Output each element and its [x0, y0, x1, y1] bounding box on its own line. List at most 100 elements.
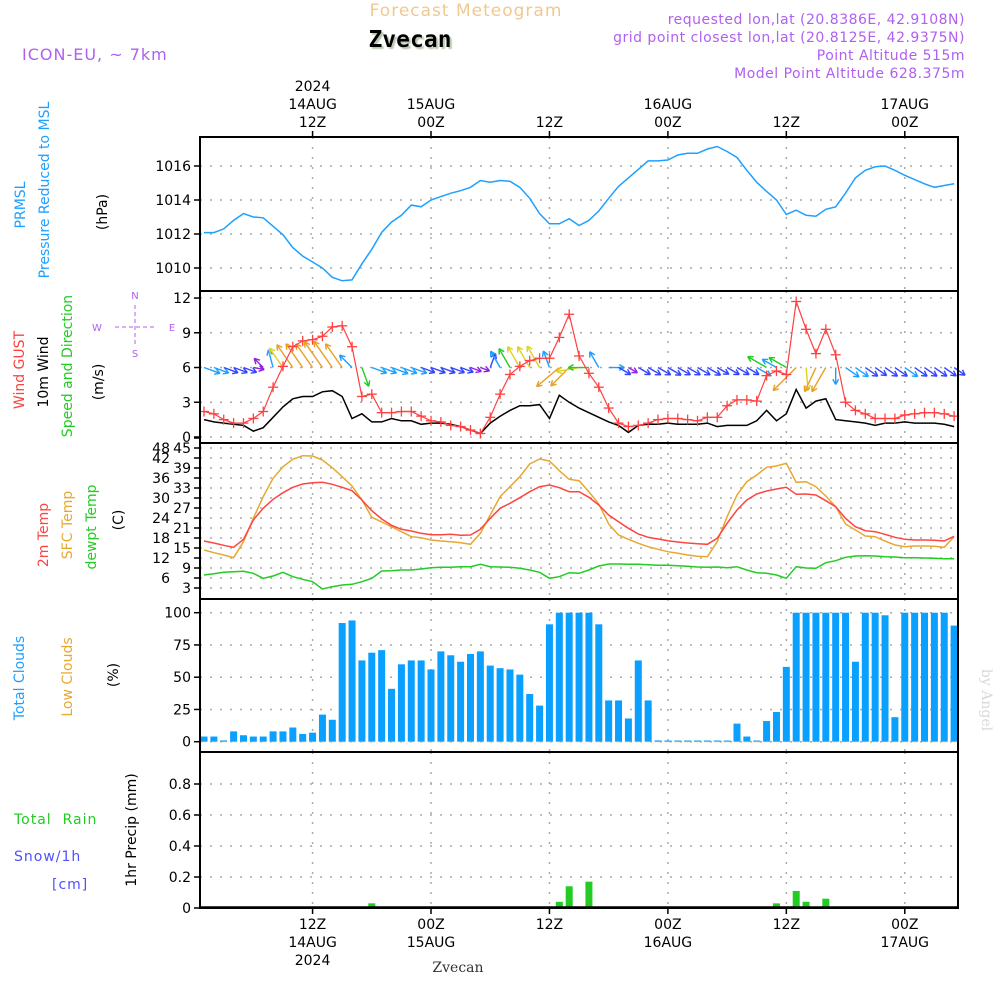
- dewpt-label: dewpt Temp: [84, 484, 100, 569]
- total-cloud-bar: [427, 669, 435, 742]
- wind-arrow-shaft: [845, 366, 860, 378]
- gust-marker: [801, 324, 812, 335]
- wind-arrow-shaft: [768, 356, 787, 369]
- total-cloud-bar: [644, 700, 652, 742]
- total-cloud-bar: [526, 693, 534, 742]
- wind-arrow-head: [556, 370, 563, 375]
- low-cloud-bar: [220, 741, 227, 743]
- wind-arrow-head: [392, 367, 398, 374]
- total-cloud-bar: [615, 700, 623, 742]
- cm-label: [cm]: [52, 877, 88, 893]
- wind-arrow: [411, 366, 428, 375]
- wind-arrow-head: [224, 367, 230, 374]
- wind-arrow-head: [891, 374, 898, 377]
- wind-arrow: [526, 345, 541, 368]
- low-cloud-bar: [595, 741, 602, 743]
- gust-marker: [712, 412, 723, 423]
- total-cloud-bar: [506, 669, 514, 742]
- total-cloud-bar: [417, 660, 425, 742]
- rain-bar: [772, 903, 780, 908]
- percent-label: (%): [106, 663, 122, 687]
- total-cloud-bar: [763, 721, 771, 742]
- wind-arrow: [657, 366, 672, 376]
- total-cloud-bar: [210, 736, 218, 742]
- wind-arrow-head: [914, 370, 919, 377]
- total-cloud-bar: [901, 612, 909, 742]
- low-cloud-bar: [783, 741, 790, 743]
- total-cloud-bar: [624, 718, 632, 742]
- gust-marker: [899, 409, 910, 420]
- wind-arrow: [904, 366, 919, 378]
- wind-arrow: [213, 366, 230, 375]
- wind-arrow-head: [952, 370, 957, 377]
- time-label-top: 00Z: [417, 115, 444, 131]
- total-cloud-bar: [930, 612, 938, 742]
- rain-bar: [792, 890, 800, 908]
- wind-arrow: [541, 350, 551, 368]
- wind-arrow-head: [285, 343, 292, 348]
- wind-arrow-shaft: [460, 366, 474, 373]
- wind-arrow: [864, 366, 879, 377]
- wind-arrow-head: [745, 369, 750, 375]
- total-cloud-bar: [832, 612, 840, 742]
- wind-arrow-head: [222, 372, 229, 375]
- wind-arrow-shaft: [517, 346, 531, 368]
- wind-arrow-shaft: [628, 366, 638, 374]
- temperature-tick-label: 9: [182, 561, 191, 577]
- wind-arrow-head: [468, 367, 474, 373]
- time-label-bottom: 2024: [295, 953, 331, 969]
- temperature-tick-label: 30: [152, 491, 170, 507]
- wind-arrow: [243, 366, 258, 374]
- wind-arrow-head: [716, 369, 722, 376]
- wind-arrow-head: [285, 343, 288, 350]
- wind-arrow-head: [403, 368, 409, 375]
- wind-arrow: [401, 366, 418, 375]
- wind-arrow: [855, 366, 869, 378]
- low-clouds-label: Low Clouds: [60, 637, 76, 716]
- low-cloud-bar: [299, 741, 306, 743]
- pressure-tick-label: 1016: [155, 159, 191, 175]
- gust-marker: [258, 406, 269, 417]
- wind-tick-label: 0: [182, 430, 191, 446]
- wind-arrow-shaft: [697, 366, 711, 376]
- wind-arrow-head: [959, 373, 966, 376]
- total-cloud-bar: [743, 736, 751, 742]
- wind-arrow-head: [412, 368, 418, 374]
- wind-arrow-head: [258, 368, 265, 373]
- low-cloud-bar: [911, 741, 918, 743]
- low-cloud-bar: [270, 741, 277, 743]
- wind-arrow-shaft: [874, 366, 888, 377]
- rain-bar: [802, 901, 810, 908]
- grid-point-coords: grid point closest lon,lat (20.8125E, 42…: [613, 30, 965, 46]
- wind-arrow-head: [666, 369, 672, 376]
- gust-marker: [820, 324, 831, 335]
- total-cloud-bar: [269, 731, 277, 742]
- wind-arrow-head: [550, 379, 554, 387]
- wind-arrow-head: [696, 369, 701, 376]
- time-label-top: 12Z: [299, 115, 326, 131]
- temperature-tick-label: 27: [173, 501, 191, 517]
- total-cloud-bar: [782, 666, 790, 742]
- wind-10m-label: 10m Wind: [36, 336, 52, 407]
- wind-arrow-head: [313, 341, 316, 348]
- gust-marker: [268, 382, 279, 393]
- wind-arrow-shaft: [536, 366, 560, 388]
- ms-label: (m/s): [91, 364, 107, 401]
- pressure-tick-label: 1010: [155, 261, 191, 277]
- wind-arrow: [687, 366, 701, 376]
- low-cloud-bar: [339, 741, 346, 743]
- low-cloud-bar: [329, 741, 336, 743]
- low-cloud-bar: [250, 741, 257, 743]
- total-cloud-bar: [289, 727, 297, 742]
- wind-arrow-shaft: [687, 366, 701, 376]
- gust-marker: [939, 408, 950, 419]
- low-cloud-bar: [753, 741, 760, 743]
- wind-arrow-head: [930, 374, 938, 377]
- wind-arrow-head: [626, 369, 632, 375]
- time-label-bottom: 12Z: [536, 917, 563, 933]
- wind-arrow-head: [862, 375, 869, 378]
- temperature-tick-label: 15: [173, 541, 191, 557]
- wind-arrow-head: [242, 367, 248, 373]
- total-cloud-bar: [950, 625, 958, 742]
